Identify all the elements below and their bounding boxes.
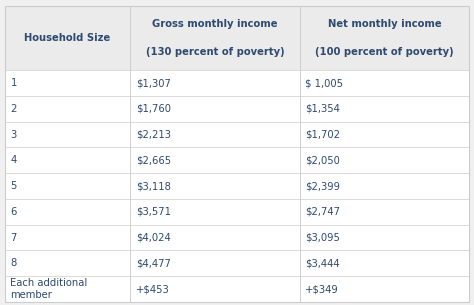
Bar [5, 70, 130, 96]
Text: 4: 4 [10, 155, 17, 165]
Bar [5, 122, 130, 147]
Text: $3,444: $3,444 [305, 258, 340, 268]
Bar [130, 96, 300, 122]
Text: $1,354: $1,354 [305, 104, 340, 114]
Bar [300, 250, 469, 276]
Text: $4,024: $4,024 [136, 232, 171, 242]
Bar [300, 96, 469, 122]
Bar [5, 147, 469, 173]
Bar [130, 70, 300, 96]
Text: $3,118: $3,118 [136, 181, 171, 191]
Bar [5, 225, 130, 250]
Text: Each additional
member: Each additional member [10, 278, 88, 300]
Text: $3,095: $3,095 [305, 232, 340, 242]
Text: $2,747: $2,747 [305, 207, 340, 217]
Text: Household Size: Household Size [24, 33, 110, 43]
Text: 6: 6 [10, 207, 17, 217]
Bar [5, 276, 130, 302]
Text: $2,399: $2,399 [305, 181, 340, 191]
Bar [300, 173, 469, 199]
Bar [130, 173, 300, 199]
Text: $4,477: $4,477 [136, 258, 171, 268]
Text: $2,665: $2,665 [136, 155, 171, 165]
Bar [5, 96, 469, 122]
Text: +$453: +$453 [136, 284, 170, 294]
Bar [5, 70, 469, 96]
Bar [5, 96, 130, 122]
Bar [5, 199, 130, 225]
Bar [130, 147, 300, 173]
Bar [5, 173, 130, 199]
Bar [5, 250, 469, 276]
Bar [300, 70, 469, 96]
Bar [5, 6, 469, 70]
Text: $1,702: $1,702 [305, 130, 340, 140]
Text: $1,760: $1,760 [136, 104, 171, 114]
Bar [5, 276, 469, 302]
Text: 8: 8 [10, 258, 17, 268]
Text: +$349: +$349 [305, 284, 339, 294]
Bar [130, 122, 300, 147]
Bar [130, 199, 300, 225]
Bar [5, 6, 130, 70]
Bar [5, 122, 469, 147]
Text: $1,307: $1,307 [136, 78, 171, 88]
Text: $ 1,005: $ 1,005 [305, 78, 343, 88]
Bar [130, 225, 300, 250]
Bar [5, 199, 469, 225]
Bar [300, 6, 469, 70]
Bar [5, 147, 130, 173]
Text: 1: 1 [10, 78, 17, 88]
Bar [5, 225, 469, 250]
Text: $2,213: $2,213 [136, 130, 171, 140]
Text: $2,050: $2,050 [305, 155, 340, 165]
Bar [130, 276, 300, 302]
Text: 5: 5 [10, 181, 17, 191]
Bar [300, 199, 469, 225]
Text: Gross monthly income

(130 percent of poverty): Gross monthly income (130 percent of pov… [146, 19, 284, 57]
Text: 2: 2 [10, 104, 17, 114]
Bar [130, 6, 300, 70]
Bar [130, 250, 300, 276]
Bar [300, 225, 469, 250]
Bar [300, 122, 469, 147]
Bar [5, 173, 469, 199]
Text: 3: 3 [10, 130, 17, 140]
Text: Net monthly income

(100 percent of poverty): Net monthly income (100 percent of pover… [315, 19, 454, 57]
Bar [5, 250, 130, 276]
Bar [300, 276, 469, 302]
Text: 7: 7 [10, 232, 17, 242]
Bar [300, 147, 469, 173]
Text: $3,571: $3,571 [136, 207, 171, 217]
